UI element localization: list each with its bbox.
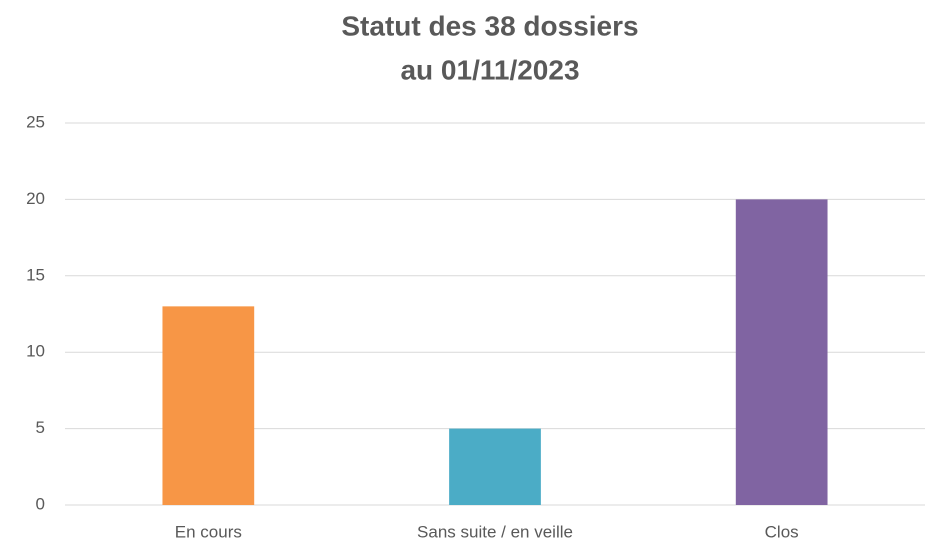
y-tick-label: 0: [36, 494, 45, 513]
y-tick-label: 25: [26, 112, 45, 131]
y-tick-label: 10: [26, 342, 45, 361]
bar: [449, 428, 541, 505]
bar: [162, 306, 255, 505]
chart-title: Statut des 38 dossiers: [341, 10, 638, 41]
x-tick-label: Sans suite / en veille: [417, 522, 573, 541]
chart-title: au 01/11/2023: [400, 54, 579, 85]
x-tick-label: Clos: [765, 522, 799, 541]
bar: [735, 199, 828, 505]
y-tick-label: 15: [26, 265, 45, 284]
x-tick-label: En cours: [175, 522, 242, 541]
y-tick-label: 5: [36, 418, 45, 437]
y-tick-label: 20: [26, 189, 45, 208]
